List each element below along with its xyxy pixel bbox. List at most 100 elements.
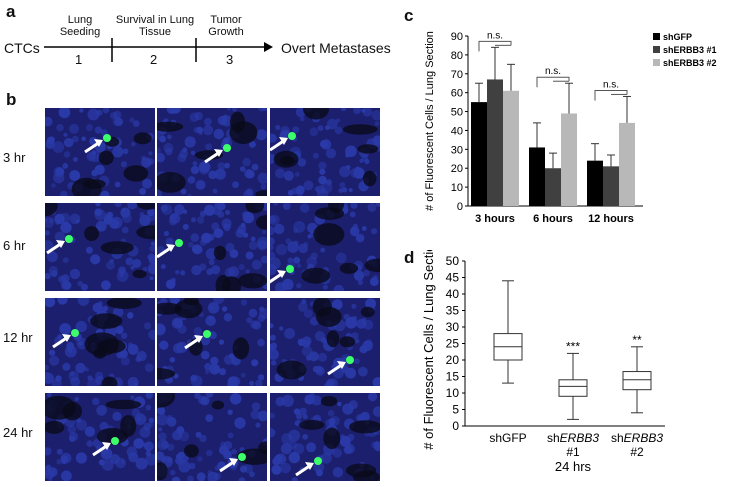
nucleus [175,456,184,465]
nucleus [261,229,267,235]
bar [503,90,519,206]
nucleus [232,108,237,112]
airspace [314,207,345,220]
nucleus [200,396,210,406]
nucleus [351,226,356,231]
nucleus [257,240,267,251]
nucleus [305,355,312,361]
nucleus [298,243,308,254]
nucleus [345,316,358,329]
micrograph-tile [270,298,380,386]
nucleus [174,204,185,215]
nucleus [167,134,172,140]
nucleus [322,284,328,290]
micrograph-image [45,108,155,196]
airspace [236,448,267,465]
y-tick-label: 70 [451,69,463,81]
nucleus [102,305,109,312]
nucleus [270,348,279,360]
nucleus [118,266,126,275]
arrow-head-icon [279,137,288,145]
nucleus [257,410,267,422]
nucleus [75,320,87,333]
arrow-head-icon [102,442,111,450]
nucleus [60,280,71,290]
nucleus [351,332,359,340]
fluorescent-cell [238,453,246,461]
legend-swatch [653,46,660,53]
nucleus [87,375,93,381]
nucleus [353,270,365,281]
nucleus [175,270,180,275]
nucleus [318,175,327,185]
nucleus [67,347,73,353]
nucleus [50,469,57,475]
nucleus [45,466,51,477]
nucleus [255,379,263,386]
row-label-3hr: 3 hr [3,150,26,165]
airspace [45,395,76,420]
significance-label: n.s. [603,79,619,90]
nucleus [55,375,62,382]
micrograph-tile [45,108,155,196]
nucleus [193,326,202,336]
nucleus [139,426,151,438]
y-tick-label: 20 [451,163,463,175]
nucleus [130,395,135,400]
nucleus [232,181,239,189]
nucleus [337,401,342,407]
nucleus [298,302,308,312]
nucleus [354,358,360,364]
nucleus [159,340,169,350]
nucleus [187,193,192,196]
nucleus [302,414,308,420]
nucleus [374,121,380,127]
airspace [245,203,265,214]
nucleus [150,241,155,246]
panel-b-letter: b [6,90,17,109]
step-2-number: 2 [150,52,158,67]
nucleus [211,222,220,231]
nucleus [301,345,313,357]
legend-label: shGFP [663,32,692,42]
nucleus [318,352,327,362]
nucleus [257,338,265,347]
nucleus [190,150,196,156]
nucleus [81,283,88,291]
nucleus [59,190,68,196]
nucleus [350,203,358,209]
nucleus [304,394,315,405]
nucleus [205,315,216,327]
arrow-head-icon [94,139,103,147]
nucleus [112,116,123,127]
nucleus [61,458,67,465]
nucleus [121,226,129,234]
nucleus [302,339,311,348]
nucleus [250,409,260,420]
nucleus [56,123,64,132]
micrograph-image [157,203,267,291]
airspace [136,203,155,210]
nucleus [342,357,347,362]
airspace [255,215,267,230]
nucleus [77,298,90,306]
airspace [213,245,227,261]
row-label-6hr: 6 hr [3,238,26,253]
airspace [364,258,380,273]
nucleus [205,369,210,375]
fluorescent-cell [111,437,119,445]
nucleus [166,108,177,115]
nucleus [67,425,77,434]
nucleus [234,417,246,429]
nucleus [63,151,71,158]
nucleus [148,422,154,428]
nucleus [157,189,162,196]
y-tick-label: 25 [446,337,460,351]
y-tick-label: 5 [452,403,459,417]
fluorescent-cell [286,265,294,273]
airspace [157,121,184,132]
y-tick-label: 40 [446,287,460,301]
airspace [255,190,267,196]
nucleus [117,328,123,334]
micrograph-image [270,108,380,196]
